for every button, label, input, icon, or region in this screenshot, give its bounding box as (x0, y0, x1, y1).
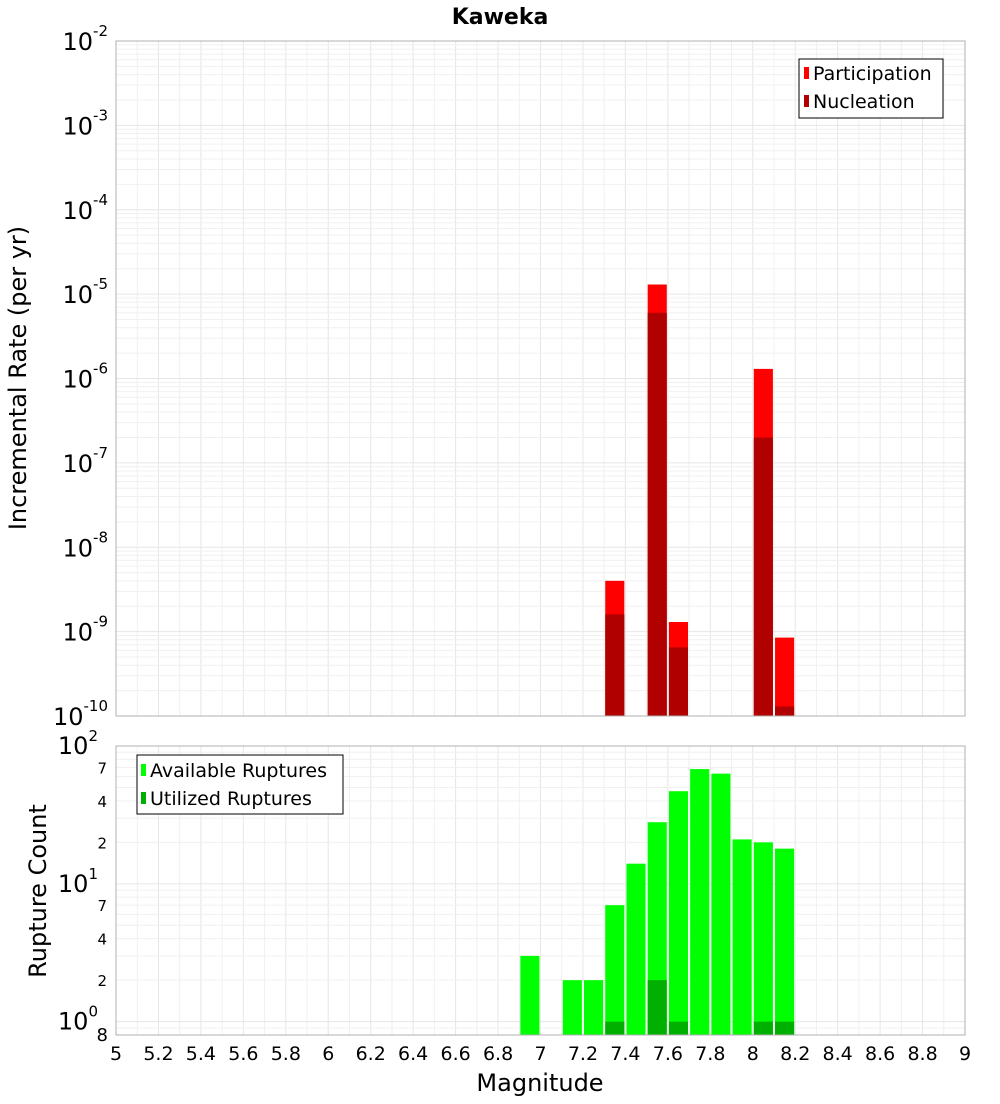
x-tick-label: 8.8 (907, 1043, 937, 1065)
bar-available-ruptures-7.75 (690, 769, 710, 1035)
bar-available-ruptures-7.15 (562, 980, 582, 1035)
bar-available-ruptures-7.85 (711, 773, 731, 1035)
bar-available-ruptures-7.35 (605, 905, 625, 1035)
bar-utilized-ruptures-7.35 (605, 1021, 625, 1035)
top-y-tick-label: 10-10 (53, 697, 108, 731)
x-tick-label: 8.6 (865, 1043, 895, 1065)
bar-utilized-ruptures-8.15 (775, 1021, 795, 1035)
x-tick-label: 6.6 (440, 1043, 470, 1065)
legend-label-nucleation: Nucleation (813, 91, 915, 113)
top-y-tick-label: 10-3 (62, 106, 108, 140)
top-y-tick-label: 10-4 (62, 191, 108, 225)
bottom-y-tick-major: 101 (58, 865, 98, 898)
bar-available-ruptures-7.95 (732, 839, 752, 1035)
bottom-y-tick-labels: 102 101 100 7 4 2 7 4 2 8 (58, 727, 108, 1046)
bar-nucleation-7.65 (668, 647, 689, 716)
x-tick-label: 5.8 (271, 1043, 301, 1065)
x-tick-label: 5.2 (143, 1043, 173, 1065)
x-tick-label: 9 (959, 1043, 971, 1065)
x-tick-label: 8 (747, 1043, 759, 1065)
bar-available-ruptures-7.65 (668, 791, 689, 1035)
top-y-tick-label: 10-8 (62, 528, 108, 562)
bottom-y-tick-minor: 2 (97, 834, 107, 852)
x-tick-label: 7.4 (610, 1043, 640, 1065)
x-tick-label: 7 (534, 1043, 546, 1065)
bar-available-ruptures-7.45 (626, 863, 646, 1035)
bar-utilized-ruptures-7.55 (647, 980, 667, 1035)
top-y-tick-label: 10-2 (62, 22, 108, 56)
bottom-y-tick-minor: 7 (97, 897, 107, 915)
top-y-tick-label: 10-6 (62, 360, 108, 394)
bar-utilized-ruptures-7.65 (668, 1021, 689, 1035)
bottom-y-tick-minor: 4 (97, 793, 107, 811)
x-tick-label: 8.4 (823, 1043, 853, 1065)
top-y-tick-labels: 10-2 10-3 10-4 10-5 10-6 10-7 10-8 10-9 10-10 (53, 22, 108, 731)
bar-available-ruptures-6.95 (520, 955, 540, 1035)
bar-available-ruptures-8.05 (753, 842, 773, 1035)
x-tick-label: 5.4 (186, 1043, 216, 1065)
bottom-y-tick-major: 102 (58, 727, 98, 760)
x-axis-label: Magnitude (476, 1069, 603, 1097)
x-tick-label: 6.8 (483, 1043, 513, 1065)
bar-available-ruptures-8.15 (775, 848, 795, 1035)
bottom-y-tick-major: 100 (58, 1003, 98, 1036)
x-tick-label: 5.6 (228, 1043, 258, 1065)
bottom-y-tick-minor: 8 (97, 1025, 108, 1046)
bottom-y-tick-minor: 7 (97, 759, 107, 777)
bar-nucleation-8.15 (775, 706, 795, 716)
x-tick-label: 7.8 (695, 1043, 725, 1065)
top-bars (605, 284, 795, 716)
bottom-legend-box (136, 754, 344, 815)
x-tick-label: 8.2 (780, 1043, 810, 1065)
legend-label-available-ruptures: Available Ruptures (150, 760, 327, 782)
bar-participation-8.15 (775, 637, 795, 716)
top-legend-box (798, 58, 944, 119)
x-tick-label: 6 (322, 1043, 334, 1065)
bar-nucleation-8.05 (753, 437, 773, 716)
legend-label-utilized-ruptures: Utilized Ruptures (150, 788, 312, 810)
bottom-y-tick-minor: 4 (97, 931, 107, 949)
legend-swatch-nucleation (804, 95, 809, 107)
bottom-y-axis-label: Rupture Count (24, 804, 52, 978)
bar-nucleation-7.35 (605, 614, 625, 716)
top-y-tick-label: 10-5 (62, 275, 108, 309)
x-tick-label: 6.4 (398, 1043, 428, 1065)
x-tick-label: 6.2 (356, 1043, 386, 1065)
top-plot-frame (115, 40, 966, 717)
top-y-axis-label: Incremental Rate (per yr) (4, 226, 32, 530)
x-tick-label: 5 (110, 1043, 122, 1065)
chart-title: Kaweka (452, 5, 549, 30)
bottom-bars (520, 769, 795, 1035)
bottom-y-tick-minor: 2 (97, 972, 107, 990)
legend-swatch-utilized-ruptures (141, 792, 146, 804)
legend-swatch-participation (804, 67, 809, 79)
x-tick-label: 7.2 (568, 1043, 598, 1065)
bottom-plot-frame (115, 745, 966, 1036)
bar-utilized-ruptures-8.05 (753, 1021, 773, 1035)
top-y-tick-label: 10-9 (62, 613, 108, 647)
legend-label-participation: Participation (813, 63, 932, 85)
bottom-legend: Available Ruptures Utilized Ruptures (136, 754, 344, 815)
top-grid (115, 40, 966, 717)
legend-swatch-available-ruptures (141, 764, 146, 776)
x-tick-labels: 5 5.2 5.4 5.6 5.8 6 6.2 6.4 6.6 6.8 7 7.2 7.4 7.6 7.8 8… (110, 1043, 971, 1065)
top-legend: Participation Nucleation (798, 58, 944, 119)
bar-available-ruptures-7.25 (584, 980, 604, 1035)
top-y-tick-label: 10-7 (62, 444, 108, 478)
bar-nucleation-7.55 (647, 312, 667, 716)
x-tick-label: 7.6 (653, 1043, 683, 1065)
